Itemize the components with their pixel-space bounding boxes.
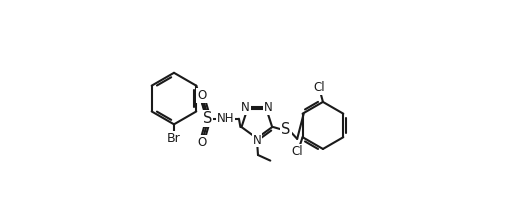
Text: N: N	[241, 101, 250, 114]
Text: O: O	[197, 89, 207, 102]
Text: N: N	[264, 101, 272, 114]
Text: O: O	[197, 136, 207, 149]
Text: Cl: Cl	[313, 81, 324, 94]
Text: S: S	[281, 123, 291, 137]
Text: Cl: Cl	[292, 145, 304, 158]
Text: Br: Br	[167, 132, 181, 145]
Text: NH: NH	[217, 112, 234, 125]
Text: N: N	[252, 134, 261, 146]
Text: S: S	[203, 111, 212, 126]
